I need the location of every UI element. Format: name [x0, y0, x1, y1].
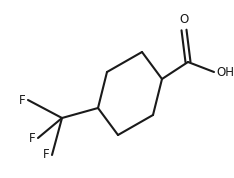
- Text: OH: OH: [216, 66, 234, 78]
- Text: F: F: [43, 148, 50, 161]
- Text: O: O: [179, 13, 189, 26]
- Text: F: F: [19, 93, 26, 106]
- Text: F: F: [29, 132, 36, 145]
